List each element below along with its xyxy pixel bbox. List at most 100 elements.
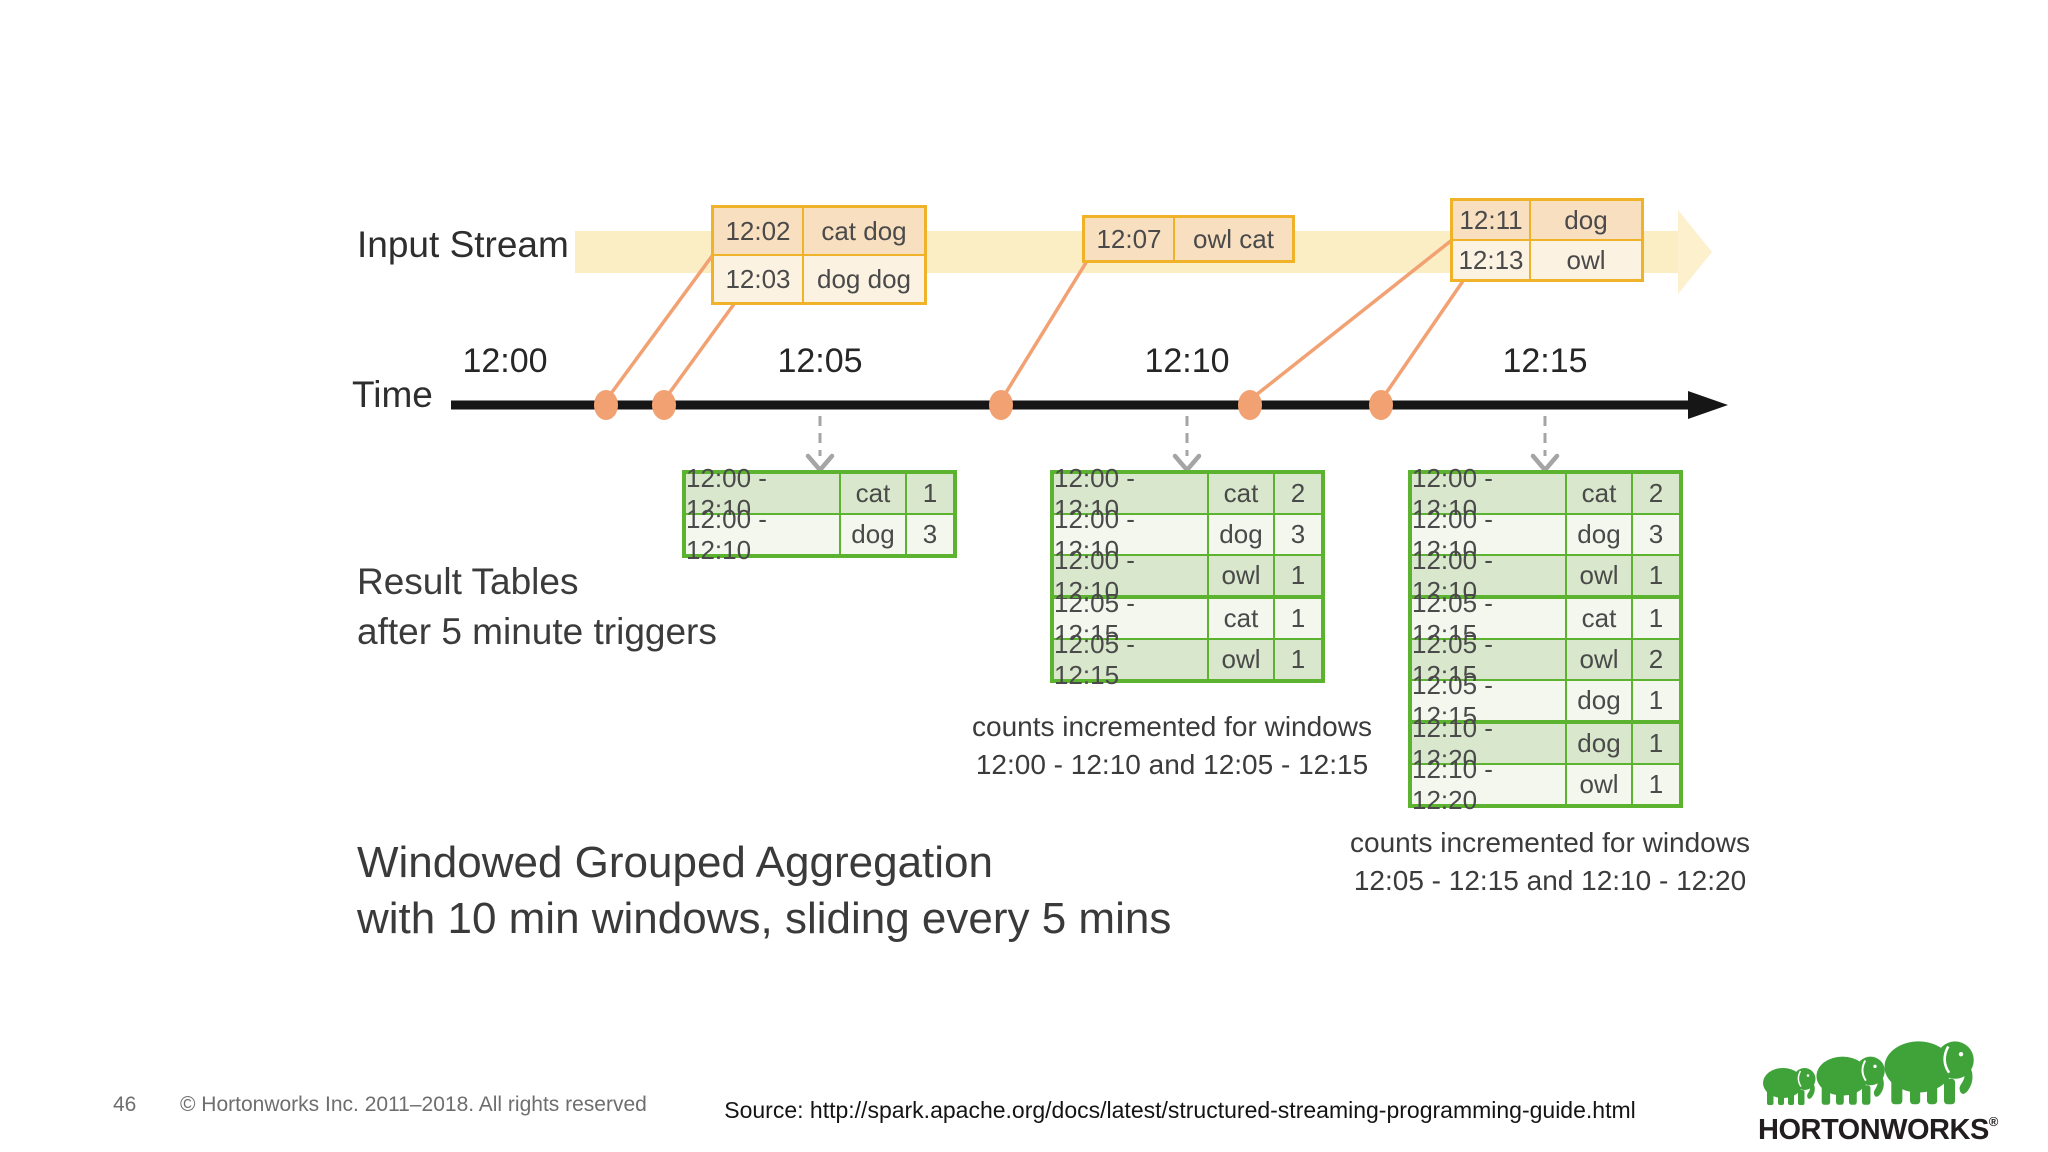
registered-mark: ®: [1988, 1114, 1999, 1129]
result-row: 12:05 - 12:15 cat 1: [1054, 588, 1321, 649]
copyright-text: © Hortonworks Inc. 2011–2018. All rights…: [180, 1093, 647, 1116]
window-cell: 12:10 - 12:20: [1412, 754, 1565, 815]
word-cell: dog: [841, 515, 905, 554]
count-cell: 1: [1275, 556, 1321, 595]
result-row: 12:05 - 12:15 owl 1: [1054, 629, 1321, 690]
result-row: 12:00 - 12:10 cat 2: [1054, 463, 1321, 524]
window-cell: 12:00 - 12:10: [1412, 504, 1565, 565]
count-cell: 1: [1633, 599, 1679, 638]
event-connector: [1000, 260, 1089, 400]
word-cell: dog: [1567, 681, 1631, 720]
word-cell: cat: [1567, 599, 1631, 638]
event-connector: [605, 250, 717, 401]
event-time-cell: 12:03: [714, 256, 802, 302]
event-dot: [1238, 390, 1262, 420]
event-words-cell: owl cat: [1175, 218, 1292, 260]
result-tables-caption: Result Tables after 5 minute triggers: [357, 557, 717, 657]
event-time-cell: 12:13: [1453, 241, 1529, 279]
count-cell: 3: [1275, 515, 1321, 554]
time-axis-arrowhead-icon: [1688, 391, 1728, 419]
word-cell: dog: [1567, 724, 1631, 763]
window-cell: 12:00 - 12:10: [686, 504, 839, 565]
event-dot: [594, 390, 618, 420]
time-tick-1210: 12:10: [1144, 342, 1230, 380]
time-tick-1200: 12:00: [462, 342, 548, 380]
count-cell: 2: [1633, 640, 1679, 679]
event-connector: [1249, 238, 1454, 401]
word-cell: cat: [1209, 599, 1273, 638]
word-cell: dog: [1567, 515, 1631, 554]
event-time-cell: 12:02: [714, 208, 802, 254]
event-time-cell: 12:07: [1085, 218, 1173, 260]
count-cell: 1: [907, 474, 953, 513]
window-cell: 12:00 - 12:10: [686, 463, 839, 524]
input-stream-label: Input Stream: [357, 224, 569, 265]
event-row: 12:07 owl cat: [1085, 218, 1292, 260]
logo-wordmark: HORTONWORKS®: [1758, 1114, 1998, 1147]
logo-brand-text: HORTONWORKS: [1758, 1114, 1989, 1146]
window-cell: 12:05 - 12:15: [1054, 629, 1207, 690]
window-cell: 12:00 - 12:10: [1412, 463, 1565, 524]
event-words-cell: dog dog: [804, 256, 924, 302]
count-cell: 3: [1633, 515, 1679, 554]
word-cell: owl: [1567, 765, 1631, 804]
time-tick-1205: 12:05: [777, 342, 863, 380]
event-words-cell: cat dog: [804, 208, 924, 254]
result-table-2: 12:00 - 12:10 cat 2 12:00 - 12:10 dog 3 …: [1050, 463, 1325, 690]
event-connector: [663, 302, 736, 401]
count-cell: 1: [1633, 681, 1679, 720]
word-cell: owl: [1209, 556, 1273, 595]
event-row: 12:13 owl: [1453, 241, 1641, 279]
note-table-2: counts incremented for windows 12:00 - 1…: [952, 708, 1392, 784]
title-line-2: with 10 min windows, sliding every 5 min…: [357, 894, 1172, 943]
event-dot: [1369, 390, 1393, 420]
word-cell: cat: [841, 474, 905, 513]
result-row: 12:10 - 12:20 owl 1: [1412, 754, 1679, 815]
result-row: 12:00 - 12:10 cat 2: [1412, 463, 1679, 524]
input-event-box-3: 12:11 dog 12:13 owl: [1450, 198, 1644, 282]
count-cell: 3: [907, 515, 953, 554]
count-cell: 1: [1633, 765, 1679, 804]
event-connector: [1380, 280, 1465, 400]
word-cell: cat: [1209, 474, 1273, 513]
word-cell: cat: [1567, 474, 1631, 513]
count-cell: 2: [1275, 474, 1321, 513]
note-table-3: counts incremented for windows 12:05 - 1…: [1325, 824, 1775, 900]
result-row: 12:00 - 12:10 dog 3: [686, 504, 953, 565]
count-cell: 1: [1275, 599, 1321, 638]
count-cell: 1: [1275, 640, 1321, 679]
caption-line-1: Result Tables: [357, 561, 579, 602]
event-words-cell: dog: [1531, 201, 1641, 239]
event-dot: [652, 390, 676, 420]
result-row: 12:00 - 12:10 dog 3: [1412, 504, 1679, 565]
hortonworks-logo: HORTONWORKS®: [1758, 1028, 1998, 1147]
event-row: 12:11 dog: [1453, 201, 1641, 239]
input-event-box-1: 12:02 cat dog 12:03 dog dog: [711, 205, 927, 305]
elephants-icon: [1762, 1040, 1976, 1106]
note-line-1: counts incremented for windows: [1350, 827, 1750, 858]
time-tick-1215: 12:15: [1502, 342, 1588, 380]
event-time-cell: 12:11: [1453, 201, 1529, 239]
input-event-box-2: 12:07 owl cat: [1082, 215, 1295, 263]
slide-title: Windowed Grouped Aggregation with 10 min…: [357, 835, 1171, 947]
count-cell: 2: [1633, 474, 1679, 513]
count-cell: 1: [1633, 724, 1679, 763]
word-cell: owl: [1567, 556, 1631, 595]
result-table-3: 12:00 - 12:10 cat 2 12:00 - 12:10 dog 3 …: [1408, 463, 1683, 815]
caption-line-2: after 5 minute triggers: [357, 611, 717, 652]
word-cell: owl: [1567, 640, 1631, 679]
time-axis-label: Time: [352, 374, 433, 415]
input-stream-arrowhead-icon: [1678, 210, 1712, 294]
count-cell: 1: [1633, 556, 1679, 595]
result-row: 12:00 - 12:10 cat 1: [686, 463, 953, 524]
source-url-text: Source: http://spark.apache.org/docs/lat…: [724, 1097, 1636, 1123]
note-line-2: 12:00 - 12:10 and 12:05 - 12:15: [975, 749, 1369, 780]
page-number: 46: [113, 1093, 137, 1116]
event-row: 12:02 cat dog: [714, 208, 924, 254]
word-cell: owl: [1209, 640, 1273, 679]
word-cell: dog: [1209, 515, 1273, 554]
event-words-cell: owl: [1531, 241, 1641, 279]
note-line-2: 12:05 - 12:15 and 12:10 - 12:20: [1353, 865, 1747, 896]
